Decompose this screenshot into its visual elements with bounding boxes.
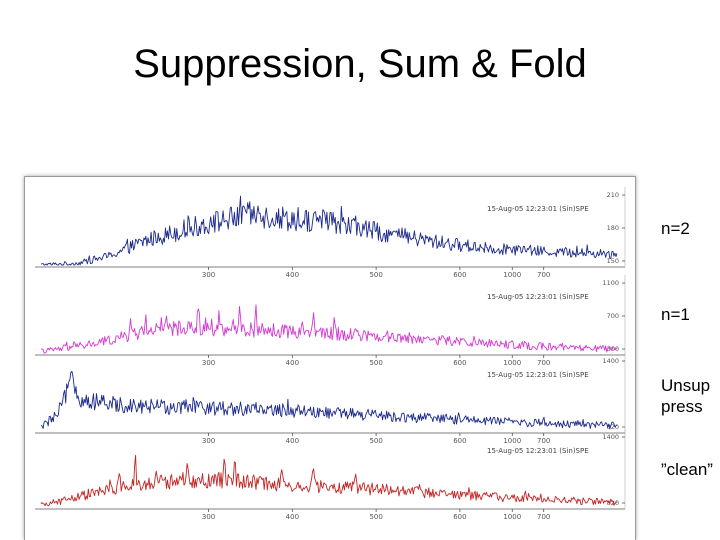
x-tick-label: 500 [369, 437, 382, 445]
x-tick-label: 300 [202, 271, 215, 279]
slide-title: Suppression, Sum & Fold [133, 42, 587, 86]
x-tick-label: 300 [202, 513, 215, 521]
x-tick-label: 1000 [503, 359, 521, 367]
label-n2-line: n=2 [661, 219, 690, 238]
x-tick-label: 600 [453, 513, 466, 521]
panel-timestamp: 15-Aug-05 12:23:01 (Sin)SPE [487, 205, 589, 213]
label-n1: n=1 [661, 304, 690, 325]
panel-timestamp: 15-Aug-05 12:23:01 (Sin)SPE [487, 371, 589, 379]
label-clean-line: ”clean” [661, 460, 713, 479]
y-tick-label: 210 [607, 191, 619, 199]
panel-timestamp: 15-Aug-05 12:23:01 (Sin)SPE [487, 447, 589, 455]
x-tick-label: 700 [537, 437, 550, 445]
spectrum-line [40, 195, 618, 266]
y-tick-label: 820 [607, 499, 619, 507]
y-tick-label: 1100 [602, 279, 619, 287]
x-tick-label: 700 [537, 271, 550, 279]
x-tick-label: 600 [453, 359, 466, 367]
label-unsuppressed-line-2: press [661, 397, 703, 416]
x-tick-label: 700 [537, 359, 550, 367]
y-tick-label: 1400 [602, 357, 619, 365]
x-tick-label: 1000 [503, 513, 521, 521]
spectrum-panel: 300 400 500 600 700 1000 1100 700 300 15-Aug-05 1… [35, 275, 626, 367]
panel-timestamp: 15-Aug-05 12:23:01 (Sin)SPE [487, 293, 589, 301]
label-unsuppressed: Unsup press [661, 375, 710, 417]
y-tick-label: 150 [607, 257, 619, 265]
x-tick-label: 500 [369, 359, 382, 367]
label-unsuppressed-line-1: Unsup [661, 376, 711, 395]
x-tick-label: 300 [202, 359, 215, 367]
y-tick-label: 1400 [602, 433, 619, 441]
spectrum-panel: 300 400 500 600 700 1000 210 180 150 15-Aug-05 12… [35, 187, 626, 279]
x-tick-label: 1000 [503, 271, 521, 279]
label-n1-line: n=1 [661, 305, 690, 324]
x-tick-label: 600 [453, 437, 466, 445]
spectrum-panel: 300 400 500 600 700 1000 1400 820 15-Aug-05 12:2… [35, 429, 626, 521]
label-clean: ”clean” [661, 459, 713, 480]
x-tick-label: 400 [286, 271, 299, 279]
x-tick-label: 400 [286, 359, 299, 367]
x-tick-label: 500 [369, 271, 382, 279]
x-tick-label: 400 [286, 513, 299, 521]
spectrum-line [40, 454, 618, 507]
x-tick-label: 400 [286, 437, 299, 445]
y-tick-label: 700 [607, 312, 619, 320]
x-tick-label: 500 [369, 513, 382, 521]
x-tick-label: 600 [453, 271, 466, 279]
y-tick-label: 820 [607, 423, 619, 431]
spectrum-line [40, 370, 618, 430]
y-tick-label: 180 [607, 224, 619, 232]
x-tick-label: 1000 [503, 437, 521, 445]
label-n2: n=2 [661, 218, 690, 239]
spectrum-line [40, 304, 618, 354]
spectra-figure: 300 400 500 600 700 1000 210 180 150 15-Aug-05 12… [24, 176, 636, 540]
x-tick-label: 700 [537, 513, 550, 521]
spectrum-panel: 300 400 500 600 700 1000 1400 820 15-Aug-05 12:2… [35, 353, 626, 445]
y-tick-label: 300 [607, 345, 619, 353]
x-tick-label: 300 [202, 437, 215, 445]
spectra-svg: 300 400 500 600 700 1000 210 180 150 15-Aug-05 12… [35, 187, 626, 521]
